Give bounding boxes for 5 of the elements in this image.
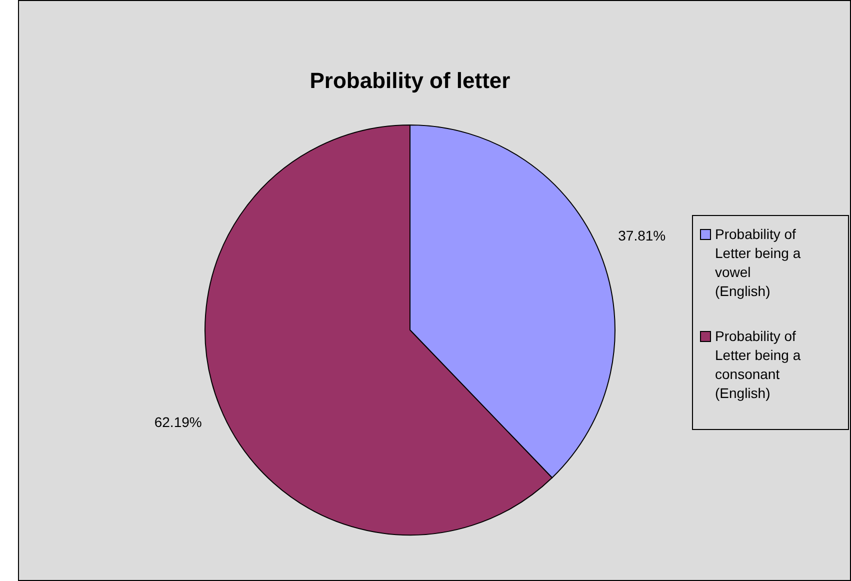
legend-label: Probability of Letter being a vowel (English) bbox=[715, 226, 801, 299]
chart-title: Probability of letter bbox=[310, 68, 511, 93]
data-label: 62.19% bbox=[154, 414, 202, 430]
legend-label: Probability of Letter being a consonant (English) bbox=[715, 328, 801, 401]
data-label: 37.81% bbox=[618, 227, 666, 244]
